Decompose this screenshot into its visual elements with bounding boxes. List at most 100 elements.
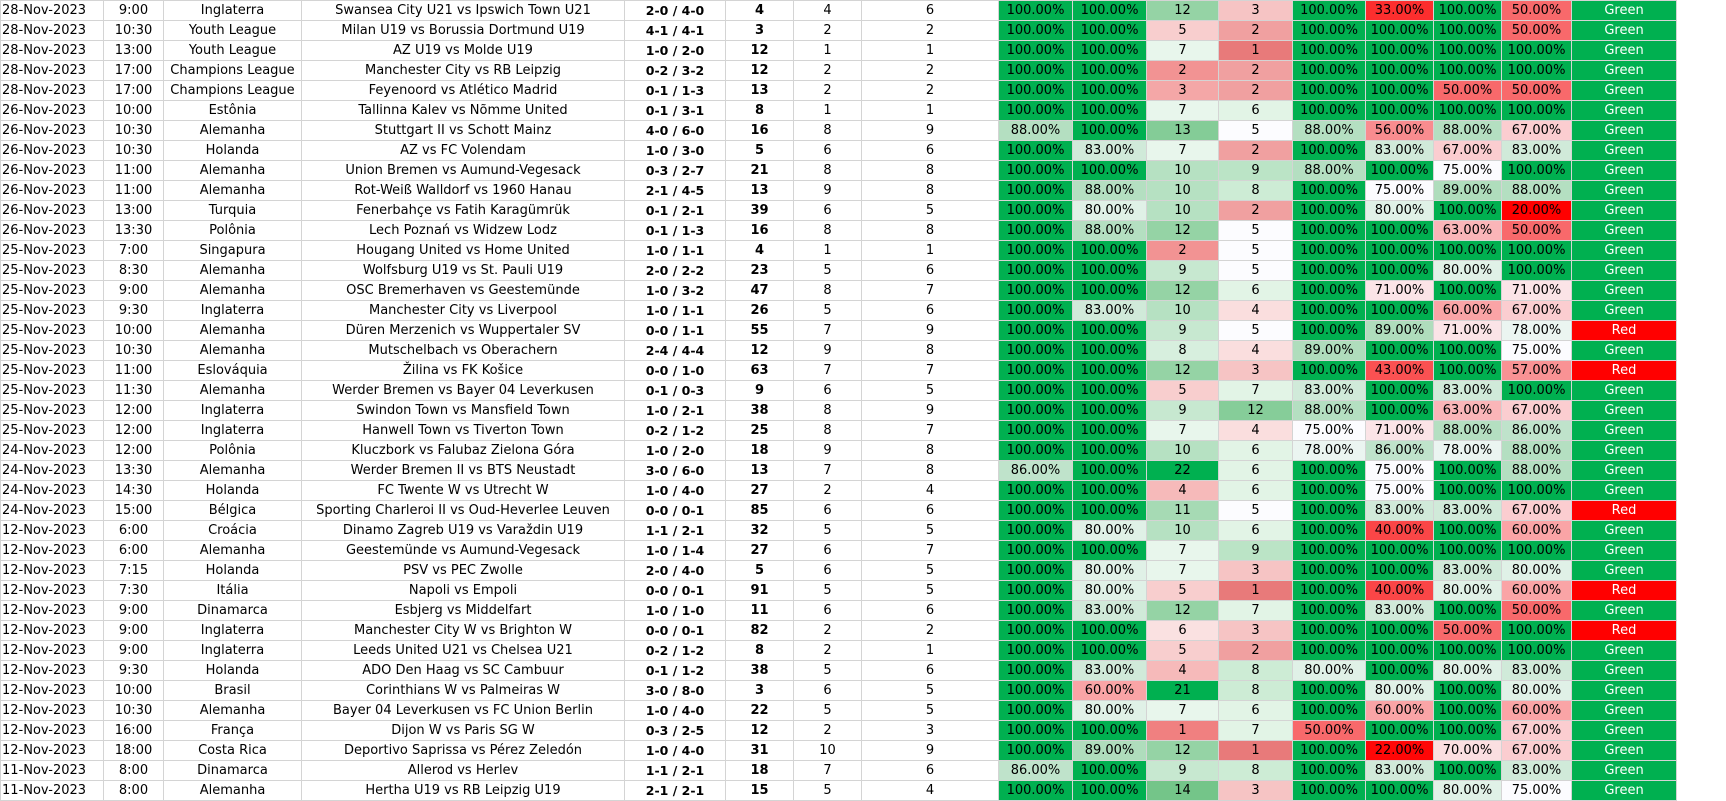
count-2-cell[interactable]: 5 bbox=[1218, 260, 1293, 281]
pct-4-cell[interactable]: 100.00% bbox=[1365, 400, 1434, 421]
odd-cell[interactable]: 11 bbox=[725, 600, 794, 621]
score-cell[interactable]: 1-0 / 3-0 bbox=[624, 140, 726, 161]
pct-2-cell[interactable]: 100.00% bbox=[1072, 0, 1147, 21]
pct-6-cell[interactable]: 67.00% bbox=[1501, 400, 1572, 421]
count-2-cell[interactable]: 5 bbox=[1218, 220, 1293, 241]
match-cell[interactable]: Mutschelbach vs Oberachern bbox=[301, 340, 625, 361]
score-cell[interactable]: 1-0 / 1-4 bbox=[624, 540, 726, 561]
count-1-cell[interactable]: 8 bbox=[1146, 340, 1219, 361]
match-cell[interactable]: Stuttgart II vs Schott Mainz bbox=[301, 120, 625, 141]
count-2-cell[interactable]: 1 bbox=[1218, 580, 1293, 601]
score-cell[interactable]: 0-0 / 0-1 bbox=[624, 500, 726, 521]
table-row[interactable]: 25-Nov-2023 11:00 Eslováquia Žilina vs FK K… bbox=[0, 360, 1677, 381]
pct-1-cell[interactable]: 100.00% bbox=[998, 380, 1073, 401]
table-row[interactable]: 28-Nov-2023 13:00 Youth League AZ U19 vs Mo… bbox=[0, 40, 1677, 61]
odd-cell[interactable]: 16 bbox=[725, 120, 794, 141]
count-2-cell[interactable]: 8 bbox=[1218, 660, 1293, 681]
count-2-cell[interactable]: 4 bbox=[1218, 420, 1293, 441]
match-cell[interactable]: Manchester City vs RB Leipzig bbox=[301, 60, 625, 81]
stat-b-cell[interactable]: 8 bbox=[861, 460, 999, 481]
stat-b-cell[interactable]: 9 bbox=[861, 400, 999, 421]
pct-1-cell[interactable]: 86.00% bbox=[998, 760, 1073, 781]
time-cell[interactable]: 9:00 bbox=[103, 640, 164, 661]
match-cell[interactable]: Tallinna Kalev vs Nõmme United bbox=[301, 100, 625, 121]
stat-a-cell[interactable]: 8 bbox=[793, 420, 862, 441]
table-row[interactable]: 26-Nov-2023 13:00 Turquia Fenerbahçe vs Fat… bbox=[0, 200, 1677, 221]
pct-5-cell[interactable]: 80.00% bbox=[1433, 660, 1502, 681]
pct-1-cell[interactable]: 100.00% bbox=[998, 420, 1073, 441]
pct-4-cell[interactable]: 100.00% bbox=[1365, 560, 1434, 581]
pct-5-cell[interactable]: 89.00% bbox=[1433, 180, 1502, 201]
result-cell[interactable]: Green bbox=[1571, 300, 1677, 321]
pct-6-cell[interactable]: 60.00% bbox=[1501, 700, 1572, 721]
pct-1-cell[interactable]: 100.00% bbox=[998, 600, 1073, 621]
league-cell[interactable]: Alemanha bbox=[163, 320, 302, 341]
stat-a-cell[interactable]: 5 bbox=[793, 300, 862, 321]
table-row[interactable]: 25-Nov-2023 12:00 Inglaterra Hanwell Town v… bbox=[0, 420, 1677, 441]
result-cell[interactable]: Green bbox=[1571, 600, 1677, 621]
date-cell[interactable]: 25-Nov-2023 bbox=[0, 380, 104, 401]
date-cell[interactable]: 25-Nov-2023 bbox=[0, 400, 104, 421]
odd-cell[interactable]: 8 bbox=[725, 100, 794, 121]
pct-6-cell[interactable]: 67.00% bbox=[1501, 720, 1572, 741]
stat-b-cell[interactable]: 5 bbox=[861, 680, 999, 701]
table-row[interactable]: 12-Nov-2023 6:00 Croácia Dinamo Zagreb U19 … bbox=[0, 520, 1677, 541]
pct-5-cell[interactable]: 71.00% bbox=[1433, 320, 1502, 341]
pct-6-cell[interactable]: 88.00% bbox=[1501, 460, 1572, 481]
table-row[interactable]: 12-Nov-2023 18:00 Costa Rica Deportivo Sapr… bbox=[0, 740, 1677, 761]
pct-6-cell[interactable]: 71.00% bbox=[1501, 280, 1572, 301]
league-cell[interactable]: Polônia bbox=[163, 440, 302, 461]
pct-2-cell[interactable]: 100.00% bbox=[1072, 760, 1147, 781]
match-cell[interactable]: Allerod vs Herlev bbox=[301, 760, 625, 781]
pct-1-cell[interactable]: 100.00% bbox=[998, 20, 1073, 41]
odd-cell[interactable]: 12 bbox=[725, 720, 794, 741]
pct-1-cell[interactable]: 100.00% bbox=[998, 720, 1073, 741]
odd-cell[interactable]: 21 bbox=[725, 160, 794, 181]
result-cell[interactable]: Green bbox=[1571, 220, 1677, 241]
count-1-cell[interactable]: 10 bbox=[1146, 440, 1219, 461]
pct-2-cell[interactable]: 83.00% bbox=[1072, 600, 1147, 621]
league-cell[interactable]: Youth League bbox=[163, 20, 302, 41]
count-1-cell[interactable]: 2 bbox=[1146, 60, 1219, 81]
odd-cell[interactable]: 91 bbox=[725, 580, 794, 601]
pct-4-cell[interactable]: 83.00% bbox=[1365, 140, 1434, 161]
match-cell[interactable]: Hougang United vs Home United bbox=[301, 240, 625, 261]
pct-5-cell[interactable]: 100.00% bbox=[1433, 480, 1502, 501]
table-row[interactable]: 26-Nov-2023 10:30 Alemanha Stuttgart II vs … bbox=[0, 120, 1677, 141]
count-1-cell[interactable]: 7 bbox=[1146, 100, 1219, 121]
stat-b-cell[interactable]: 7 bbox=[861, 420, 999, 441]
result-cell[interactable]: Green bbox=[1571, 760, 1677, 781]
count-1-cell[interactable]: 7 bbox=[1146, 560, 1219, 581]
count-2-cell[interactable]: 3 bbox=[1218, 780, 1293, 801]
pct-3-cell[interactable]: 100.00% bbox=[1292, 480, 1366, 501]
pct-3-cell[interactable]: 100.00% bbox=[1292, 460, 1366, 481]
pct-2-cell[interactable]: 88.00% bbox=[1072, 180, 1147, 201]
pct-3-cell[interactable]: 100.00% bbox=[1292, 140, 1366, 161]
time-cell[interactable]: 8:00 bbox=[103, 760, 164, 781]
score-cell[interactable]: 0-1 / 1-2 bbox=[624, 660, 726, 681]
league-cell[interactable]: Inglaterra bbox=[163, 620, 302, 641]
stat-b-cell[interactable]: 8 bbox=[861, 340, 999, 361]
pct-1-cell[interactable]: 100.00% bbox=[998, 620, 1073, 641]
stat-b-cell[interactable]: 2 bbox=[861, 60, 999, 81]
count-1-cell[interactable]: 21 bbox=[1146, 680, 1219, 701]
pct-3-cell[interactable]: 83.00% bbox=[1292, 380, 1366, 401]
count-1-cell[interactable]: 10 bbox=[1146, 180, 1219, 201]
pct-6-cell[interactable]: 83.00% bbox=[1501, 660, 1572, 681]
count-1-cell[interactable]: 7 bbox=[1146, 40, 1219, 61]
score-cell[interactable]: 1-0 / 4-0 bbox=[624, 700, 726, 721]
count-2-cell[interactable]: 8 bbox=[1218, 680, 1293, 701]
pct-6-cell[interactable]: 100.00% bbox=[1501, 260, 1572, 281]
pct-5-cell[interactable]: 100.00% bbox=[1433, 680, 1502, 701]
pct-6-cell[interactable]: 100.00% bbox=[1501, 620, 1572, 641]
pct-4-cell[interactable]: 100.00% bbox=[1365, 340, 1434, 361]
score-cell[interactable]: 0-0 / 1-0 bbox=[624, 360, 726, 381]
table-row[interactable]: 12-Nov-2023 16:00 França Dijon W vs Paris S… bbox=[0, 720, 1677, 741]
score-cell[interactable]: 1-0 / 1-0 bbox=[624, 600, 726, 621]
pct-5-cell[interactable]: 63.00% bbox=[1433, 220, 1502, 241]
pct-3-cell[interactable]: 100.00% bbox=[1292, 260, 1366, 281]
odd-cell[interactable]: 13 bbox=[725, 180, 794, 201]
pct-3-cell[interactable]: 100.00% bbox=[1292, 500, 1366, 521]
stat-b-cell[interactable]: 6 bbox=[861, 260, 999, 281]
pct-5-cell[interactable]: 100.00% bbox=[1433, 540, 1502, 561]
